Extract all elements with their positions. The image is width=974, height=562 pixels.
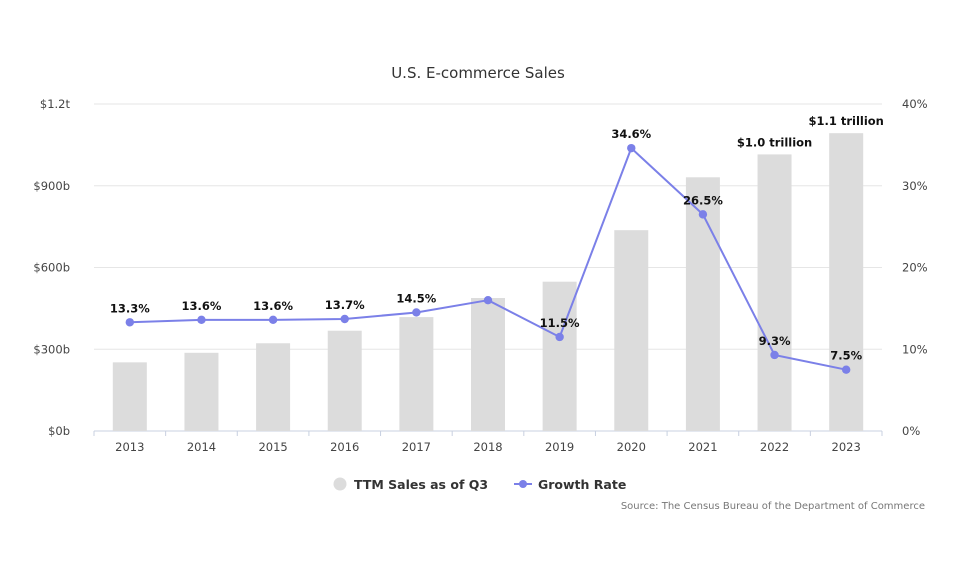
growth-point-2015[interactable] <box>268 315 278 325</box>
bar-2021[interactable] <box>685 177 720 431</box>
x-tick-label: 2018 <box>473 440 502 454</box>
x-tick-label: 2014 <box>187 440 216 454</box>
bar-2016[interactable] <box>327 330 362 431</box>
bar-2014[interactable] <box>184 352 219 431</box>
y-right-tick-label: 40% <box>902 97 928 111</box>
bar-2013[interactable] <box>112 362 147 431</box>
y-right-tick-label: 0% <box>902 424 920 438</box>
growth-label-2017: 14.5% <box>396 291 436 305</box>
legend-bar-swatch-icon <box>333 477 347 491</box>
bar-2017[interactable] <box>399 317 434 431</box>
legend-line-marker-icon <box>519 480 527 488</box>
growth-point-2023[interactable] <box>841 365 851 374</box>
x-tick-label: 2023 <box>832 440 861 454</box>
growth-label-2013: 13.3% <box>110 301 150 315</box>
bar-label-2022: $1.0 trillion <box>737 135 812 149</box>
growth-label-2020: 34.6% <box>611 127 651 141</box>
bar-2020[interactable] <box>614 230 649 431</box>
y-left-tick-label: $1.2t <box>40 97 71 111</box>
chart-title: U.S. E-commerce Sales <box>391 64 565 82</box>
growth-point-2018[interactable] <box>483 296 493 305</box>
x-tick-label: 2013 <box>115 440 144 454</box>
growth-label-2015: 13.6% <box>253 299 293 313</box>
legend-label-growth: Growth Rate <box>538 477 626 492</box>
bar-2022[interactable] <box>757 154 792 431</box>
legend: TTM Sales as of Q3 Growth Rate <box>333 477 626 492</box>
growth-label-2014: 13.6% <box>182 299 222 313</box>
x-tick-label: 2016 <box>330 440 359 454</box>
source-note: Source: The Census Bureau of the Departm… <box>621 501 925 512</box>
bar-2023[interactable] <box>829 133 864 431</box>
x-tick-label: 2017 <box>402 440 431 454</box>
bar-series <box>112 133 864 431</box>
y-left-tick-label: $900b <box>33 179 70 193</box>
bar-2018[interactable] <box>471 298 505 431</box>
legend-item-growth[interactable]: Growth Rate <box>514 477 626 492</box>
growth-label-2016: 13.7% <box>325 298 365 312</box>
growth-label-2021: 26.5% <box>683 193 723 207</box>
y-left-tick-label: $600b <box>33 261 70 275</box>
y-left-tick-label: $0b <box>48 424 70 438</box>
x-tick-label: 2020 <box>617 440 646 454</box>
y-right-tick-label: 30% <box>902 179 928 193</box>
bar-data-labels: $1.0 trillion $1.1 trillion <box>737 114 884 149</box>
growth-point-2022[interactable] <box>770 350 779 360</box>
growth-point-2013[interactable] <box>125 318 135 327</box>
legend-item-sales[interactable]: TTM Sales as of Q3 <box>333 477 489 492</box>
growth-point-2021[interactable] <box>698 210 708 219</box>
growth-point-2019[interactable] <box>555 332 564 342</box>
y-left-tick-label: $300b <box>33 342 70 356</box>
growth-label-2022: 9.3% <box>759 334 791 348</box>
right-axis: 0% 10% 20% 30% 40% <box>902 97 928 438</box>
x-axis: 2013 2014 2015 2016 2017 2018 2019 2020 2021 2022… <box>93 431 883 454</box>
growth-label-2023: 7.5% <box>830 349 862 363</box>
growth-point-2017[interactable] <box>412 308 421 317</box>
line-data-labels: 13.3% 13.6% 13.6% 13.7% 14.5% 11.5% 34.6% 26.5%… <box>110 127 863 363</box>
bar-label-2023: $1.1 trillion <box>808 114 883 128</box>
x-tick-label: 2021 <box>688 440 717 454</box>
bar-2015[interactable] <box>256 343 291 431</box>
y-right-tick-label: 10% <box>902 342 928 356</box>
growth-label-2019: 11.5% <box>540 316 580 330</box>
x-tick-label: 2022 <box>760 440 789 454</box>
y-right-tick-label: 20% <box>902 261 928 275</box>
growth-point-2016[interactable] <box>340 314 349 324</box>
legend-label-sales: TTM Sales as of Q3 <box>354 477 488 492</box>
line-series <box>125 143 851 374</box>
x-tick-label: 2019 <box>545 440 574 454</box>
left-axis: $0b $300b $600b $900b $1.2t <box>33 97 70 438</box>
x-tick-label: 2015 <box>258 440 287 454</box>
growth-point-2020[interactable] <box>627 143 636 153</box>
growth-point-2014[interactable] <box>197 315 206 325</box>
